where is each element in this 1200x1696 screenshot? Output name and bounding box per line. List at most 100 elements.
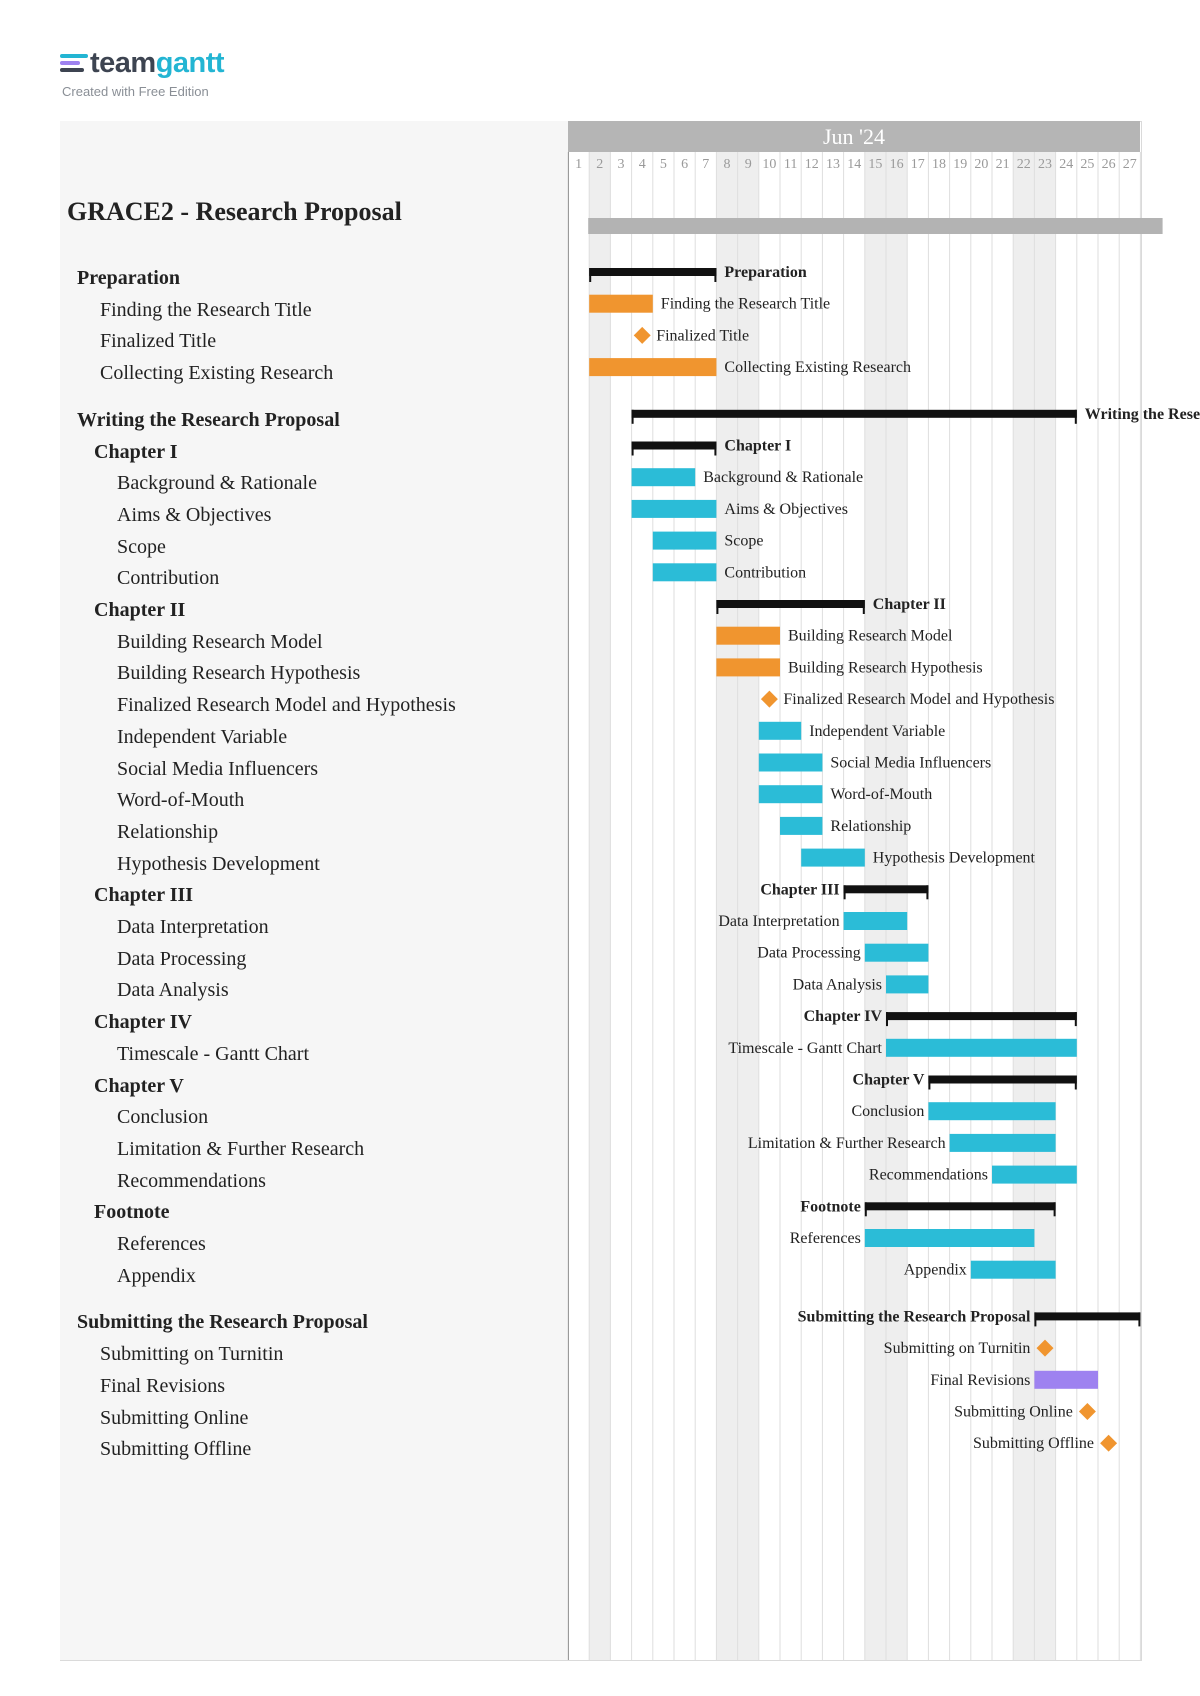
task-bar-label: Hypothesis Development [873,850,1036,867]
group-bar-label: Chapter II [873,596,946,613]
group-label: Chapter III [94,884,194,907]
task-bar [716,658,780,677]
group-bar-bracket [631,441,634,456]
task-label: Appendix [117,1264,196,1287]
logo-subtitle: Created with Free Edition [62,84,209,99]
project-title: GRACE2 - Research Proposal [67,197,402,226]
task-bar-label: Finding the Research Title [661,296,830,313]
milestone-diamond [633,326,651,344]
weekend-column [737,152,759,1660]
task-bar [970,1260,1056,1279]
group-bar-label: Chapter IV [804,1008,883,1025]
logo-word-team: team [90,47,156,79]
group-bar-label: Submitting the Research Proposal [798,1308,1031,1325]
task-bar [652,531,717,550]
group-label: Chapter II [94,599,186,621]
task-label: Relationship [117,820,219,843]
day-tick-label: 11 [784,157,797,172]
logo-stripe-1 [60,54,88,58]
logo-wordmark: teamgantt [90,46,225,80]
group-bar-label: Chapter I [724,438,791,455]
group-label: Chapter IV [94,1011,192,1034]
group-bar-bracket [928,1075,931,1090]
task-bar-label: Submitting on Turnitin [884,1340,1031,1357]
task-bar-label: Finalized Research Model and Hypothesis [783,691,1054,708]
task-bar [928,1102,1056,1121]
day-tick-label: 1 [575,157,582,172]
milestone-diamond [1078,1403,1096,1420]
task-bar-label: Contribution [724,564,806,581]
group-bar-label: Chapter III [760,881,839,898]
logo-stripes-icon [60,54,90,74]
task-label: Data Processing [117,947,247,970]
task-bar [864,1229,1035,1247]
day-tick-label: 22 [1017,157,1031,172]
weekend-column [1013,152,1035,1660]
day-tick-label: 23 [1038,157,1052,172]
task-bar [716,626,780,645]
task-bar [589,294,653,313]
group-bar-bracket [843,885,846,900]
task-bar [949,1133,1056,1152]
group-bar-label: Footnote [800,1198,860,1215]
task-bar-label: Background & Rationale [703,469,863,486]
group-label: Chapter V [94,1074,184,1097]
task-bar-label: Limitation & Further Research [748,1135,946,1152]
day-tick-label: 19 [953,157,967,172]
milestone-diamond [1100,1434,1118,1452]
group-bar-bracket [926,885,929,900]
day-tick-label: 24 [1059,157,1073,172]
task-bar-label: Timescale - Gantt Chart [728,1040,882,1057]
group-label: Chapter I [94,440,178,463]
task-label: Collecting Existing Research [100,362,334,385]
task-bar [631,499,717,518]
day-tick-label: 3 [618,157,625,172]
task-label: Timescale - Gantt Chart [117,1042,310,1065]
group-bar [716,600,865,608]
task-bar-label: Appendix [904,1262,967,1279]
project-summary-bar [588,218,1163,234]
group-label: Submitting the Research Proposal [77,1311,368,1334]
task-label: Data Interpretation [117,916,269,938]
task-bar-label: Final Revisions [930,1372,1030,1389]
task-label: Submitting Offline [100,1438,252,1461]
task-bar [758,753,823,772]
group-bar-bracket [1074,409,1077,424]
group-bar-label: Writing the Research Proposal [1085,406,1200,423]
task-bar [1034,1370,1098,1389]
group-bar-bracket [862,600,865,614]
task-bar-label: Building Research Hypothesis [788,659,983,676]
day-tick-label: 13 [826,157,840,172]
task-bar [801,848,865,867]
task-label: Finalized Title [100,330,217,353]
task-bar-label: Data Processing [757,945,861,962]
group-bar-bracket [631,409,634,424]
task-bar-label: Relationship [830,818,911,835]
task-label: Finding the Research Title [100,298,312,321]
day-tick-label: 18 [932,157,946,172]
task-label: Contribution [117,567,220,590]
group-bar-bracket [716,600,719,614]
task-bar-label: Collecting Existing Research [724,359,911,376]
weekend-column [864,152,886,1660]
day-tick-label: 15 [868,157,882,172]
task-label: Submitting on Turnitin [100,1343,284,1366]
group-bar [928,1075,1077,1084]
month-header: Jun '24 [568,121,1140,152]
task-label: Submitting Online [100,1406,249,1429]
group-bar [631,409,1077,418]
group-bar-bracket [714,268,717,282]
group-bar-bracket [1053,1202,1056,1217]
group-bar-bracket [886,1012,888,1027]
day-tick-label: 16 [890,157,904,172]
task-bar [758,721,802,740]
task-label: Conclusion [117,1106,209,1129]
task-bar-label: Aims & Objectives [724,501,848,518]
task-label: Recommendations [117,1169,266,1192]
task-label: References [117,1233,206,1255]
task-bar-label: Social Media Influencers [830,755,991,772]
task-bar [886,1038,1077,1057]
task-label: Hypothesis Development [117,852,320,875]
task-label: Word-of-Mouth [117,789,245,812]
